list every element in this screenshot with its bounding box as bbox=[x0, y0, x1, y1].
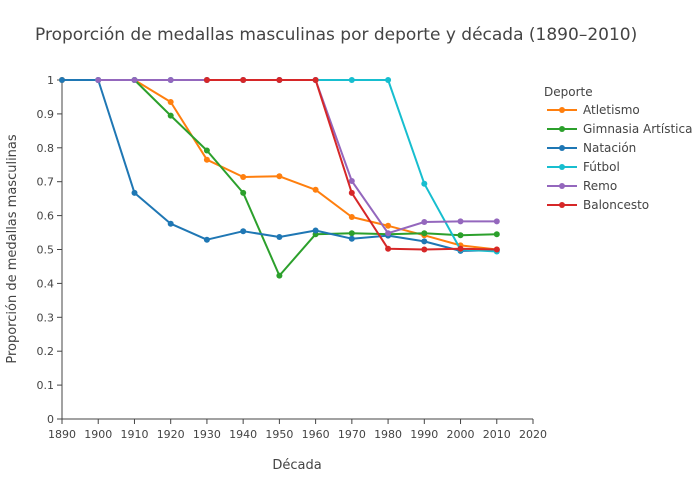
legend-swatch-marker bbox=[559, 126, 565, 132]
data-point[interactable] bbox=[203, 236, 210, 243]
data-point[interactable] bbox=[348, 189, 355, 196]
legend-swatch-marker bbox=[559, 145, 565, 151]
x-tick-label: 1940 bbox=[229, 428, 257, 441]
y-tick-label: 0 bbox=[47, 413, 54, 426]
x-tick-label: 1930 bbox=[193, 428, 221, 441]
chart-title: Proporción de medallas masculinas por de… bbox=[35, 25, 637, 45]
legend-swatch-marker bbox=[559, 202, 565, 208]
legend-label: Baloncesto bbox=[583, 198, 649, 212]
data-point[interactable] bbox=[421, 246, 428, 253]
y-tick-label: 0.5 bbox=[37, 244, 55, 257]
axes: 0 0.1 0.2 0.3 0.4 0.5 0.6 0.7 0.8 0.9 1 1890 1900 191… bbox=[37, 74, 548, 441]
x-tick-label: 2010 bbox=[483, 428, 511, 441]
data-point[interactable] bbox=[240, 228, 247, 235]
legend-title: Deporte bbox=[544, 85, 593, 99]
y-tick-label: 0.1 bbox=[37, 379, 55, 392]
series-layer bbox=[59, 77, 500, 279]
data-point[interactable] bbox=[167, 220, 174, 227]
data-point[interactable] bbox=[385, 245, 392, 252]
y-tick-label: 0.7 bbox=[37, 176, 55, 189]
data-point[interactable] bbox=[276, 272, 283, 279]
y-axis-title: Proporción de medallas masculinas bbox=[5, 134, 20, 364]
data-point[interactable] bbox=[348, 235, 355, 242]
data-point[interactable] bbox=[276, 77, 283, 83]
legend[interactable]: Deporte Atletismo Gimnasia Artística Natac… bbox=[544, 85, 692, 212]
data-point[interactable] bbox=[203, 147, 210, 154]
data-point[interactable] bbox=[167, 99, 174, 105]
data-point[interactable] bbox=[131, 77, 138, 83]
data-point[interactable] bbox=[203, 77, 210, 83]
x-tick-label: 1970 bbox=[338, 428, 366, 441]
series-baloncesto[interactable] bbox=[203, 77, 500, 253]
legend-label: Remo bbox=[583, 179, 617, 193]
data-point[interactable] bbox=[385, 230, 392, 237]
data-point[interactable] bbox=[385, 222, 392, 229]
legend-label: Atletismo bbox=[583, 103, 640, 117]
legend-label: Fútbol bbox=[583, 160, 620, 174]
x-tick-label: 2020 bbox=[519, 428, 547, 441]
legend-swatch-marker bbox=[559, 164, 565, 170]
x-tick-label: 1980 bbox=[374, 428, 402, 441]
data-point[interactable] bbox=[312, 186, 319, 193]
data-point[interactable] bbox=[240, 189, 247, 196]
data-point[interactable] bbox=[348, 230, 355, 237]
data-point[interactable] bbox=[348, 178, 355, 184]
y-tick-label: 0.9 bbox=[37, 108, 55, 121]
x-tick-label: 1990 bbox=[410, 428, 438, 441]
data-point[interactable] bbox=[493, 231, 500, 238]
x-tick-label: 2000 bbox=[447, 428, 475, 441]
data-point[interactable] bbox=[131, 189, 138, 196]
data-point[interactable] bbox=[457, 232, 464, 239]
data-point[interactable] bbox=[59, 77, 65, 83]
legend-label: Gimnasia Artística bbox=[583, 122, 692, 136]
legend-swatch-marker bbox=[559, 107, 565, 113]
x-axis-title: Década bbox=[272, 458, 321, 473]
data-point[interactable] bbox=[312, 77, 319, 83]
x-tick-label: 1960 bbox=[302, 428, 330, 441]
x-tick-label: 1910 bbox=[120, 428, 148, 441]
data-point[interactable] bbox=[348, 77, 355, 83]
y-tick-label: 0.4 bbox=[37, 277, 55, 290]
y-tick-label: 1 bbox=[47, 74, 54, 87]
legend-item[interactable]: Remo bbox=[547, 179, 617, 193]
y-tick-label: 0.8 bbox=[37, 142, 55, 155]
x-tick-label: 1950 bbox=[265, 428, 293, 441]
x-tick-label: 1890 bbox=[48, 428, 76, 441]
data-point[interactable] bbox=[203, 156, 210, 163]
data-point[interactable] bbox=[421, 238, 428, 245]
data-point[interactable] bbox=[421, 180, 428, 187]
data-point[interactable] bbox=[276, 234, 283, 240]
legend-item[interactable]: Natación bbox=[547, 141, 636, 155]
y-tick-label: 0.2 bbox=[37, 345, 55, 358]
x-tick-label: 1900 bbox=[84, 428, 112, 441]
data-point[interactable] bbox=[457, 245, 464, 252]
legend-item[interactable]: Fútbol bbox=[547, 160, 620, 174]
data-point[interactable] bbox=[457, 218, 464, 225]
legend-item[interactable]: Baloncesto bbox=[547, 198, 649, 212]
data-point[interactable] bbox=[240, 174, 247, 180]
y-tick-label: 0.3 bbox=[37, 311, 55, 324]
legend-item[interactable]: Atletismo bbox=[547, 103, 640, 117]
data-point[interactable] bbox=[240, 77, 247, 83]
data-point[interactable] bbox=[493, 246, 500, 253]
legend-swatch-marker bbox=[559, 183, 565, 189]
data-point[interactable] bbox=[421, 219, 428, 225]
legend-label: Natación bbox=[583, 141, 636, 155]
legend-item[interactable]: Gimnasia Artística bbox=[547, 122, 692, 136]
data-point[interactable] bbox=[312, 227, 319, 234]
data-point[interactable] bbox=[276, 173, 283, 180]
data-point[interactable] bbox=[348, 214, 355, 220]
data-point[interactable] bbox=[385, 77, 392, 83]
data-point[interactable] bbox=[493, 218, 500, 225]
data-point[interactable] bbox=[95, 77, 102, 83]
data-point[interactable] bbox=[167, 112, 174, 119]
y-tick-label: 0.6 bbox=[37, 210, 55, 223]
data-point[interactable] bbox=[167, 77, 174, 83]
x-tick-label: 1920 bbox=[157, 428, 185, 441]
data-point[interactable] bbox=[421, 230, 428, 237]
